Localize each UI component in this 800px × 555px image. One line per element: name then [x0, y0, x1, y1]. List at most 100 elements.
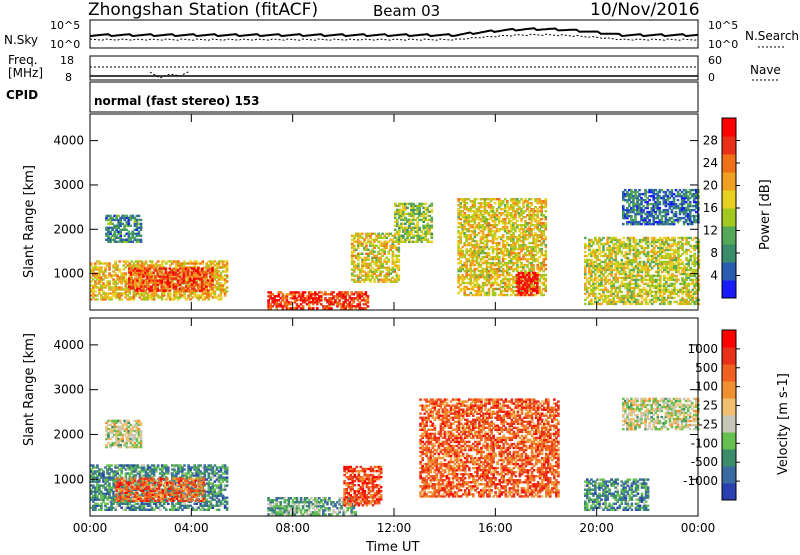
heatmap-cell: [361, 233, 364, 235]
cpid-panel-frame: [90, 82, 698, 112]
heatmap-cell: [584, 303, 587, 305]
heatmap-cell: [151, 260, 154, 262]
heatmap-cell: [94, 290, 97, 292]
heatmap-cell: [693, 253, 696, 255]
heatmap-cell: [506, 226, 509, 228]
heatmap-cell: [140, 223, 143, 225]
heatmap-cell: [120, 298, 123, 300]
heatmap-cell: [381, 271, 384, 273]
heatmap-cell: [673, 297, 676, 299]
heatmap-cell: [476, 198, 479, 200]
heatmap-cell: [639, 257, 642, 259]
heatmap-cell: [532, 264, 535, 266]
heatmap-cell: [424, 203, 427, 205]
heatmap-cell: [431, 225, 434, 227]
heatmap-cell: [673, 237, 676, 239]
heatmap-cell: [506, 200, 509, 202]
heatmap-cell: [118, 268, 121, 270]
heatmap-cell: [130, 225, 133, 227]
heatmap-cell: [353, 245, 356, 247]
heatmap-cell: [689, 251, 692, 253]
heatmap-cell: [108, 280, 111, 282]
heatmap-cell: [545, 250, 548, 252]
heatmap-cell: [398, 247, 401, 249]
heatmap-cell: [465, 202, 468, 204]
heatmap-cell: [530, 198, 533, 200]
heatmap-cell: [459, 260, 462, 262]
heatmap-cell: [431, 203, 434, 205]
heatmap-cell: [675, 275, 678, 277]
heatmap-cell: [516, 220, 519, 222]
heatmap-cell: [506, 294, 509, 296]
heatmap-cell: [211, 287, 214, 289]
heatmap-cell: [290, 301, 293, 303]
heatmap-cell: [545, 210, 548, 212]
power-heatmap-cells: [90, 189, 700, 310]
heatmap-cell: [625, 271, 628, 273]
heatmap-cell: [96, 298, 99, 300]
heatmap-cell: [545, 274, 548, 276]
heatmap-cell: [398, 275, 401, 277]
heatmap-cell: [621, 259, 624, 261]
heatmap-cell: [418, 227, 421, 229]
heatmap-cell: [492, 206, 495, 208]
heatmap-cell: [173, 267, 176, 269]
heatmap-cell: [357, 263, 360, 265]
heatmap-cell: [169, 292, 172, 294]
heatmap-cell: [367, 295, 370, 297]
heatmap-cell: [332, 291, 335, 293]
heatmap-cell: [594, 293, 597, 295]
heatmap-cell: [148, 267, 151, 269]
heatmap-cell: [226, 274, 229, 276]
heatmap-cell: [590, 299, 593, 301]
heatmap-cell: [431, 241, 434, 243]
heatmap-cell: [169, 289, 172, 291]
heatmap-cell: [545, 268, 548, 270]
heatmap-cell: [637, 299, 640, 301]
heatmap-cell: [392, 251, 395, 253]
heatmap-cell: [635, 239, 638, 241]
heatmap-cell: [545, 198, 548, 200]
heatmap-cell: [502, 234, 505, 236]
heatmap-cell: [116, 264, 119, 266]
heatmap-cell: [545, 264, 548, 266]
heatmap-cell: [226, 260, 229, 262]
heatmap-cell: [494, 202, 497, 204]
heatmap-cell: [677, 295, 680, 297]
heatmap-cell: [202, 260, 205, 262]
heatmap-cell: [639, 285, 642, 287]
heatmap-cell: [498, 256, 501, 258]
heatmap-cell: [367, 305, 370, 307]
heatmap-cell: [431, 209, 434, 211]
freq-dip-trace: [150, 71, 190, 78]
heatmap-cell: [330, 307, 333, 309]
heatmap-cell: [304, 291, 307, 293]
heatmap-cell: [398, 265, 401, 267]
heatmap-cell: [100, 266, 103, 268]
heatmap-cell: [530, 202, 533, 204]
heatmap-cell: [584, 251, 587, 253]
heatmap-cell: [504, 258, 507, 260]
heatmap-cell: [187, 267, 190, 269]
heatmap-cell: [677, 279, 680, 281]
heatmap-cell: [602, 237, 605, 239]
heatmap-cell: [365, 291, 368, 293]
heatmap-cell: [205, 273, 208, 275]
heatmap-cell: [361, 253, 364, 255]
heatmap-cell: [125, 272, 128, 274]
heatmap-cell: [621, 291, 624, 293]
heatmap-cell: [138, 215, 141, 217]
heatmap-cell: [545, 236, 548, 238]
heatmap-cell: [659, 275, 662, 277]
heatmap-cell: [545, 244, 548, 246]
heatmap-cell: [545, 216, 548, 218]
heatmap-cell: [545, 278, 548, 280]
heatmap-cell: [536, 274, 539, 276]
heatmap-cell: [353, 261, 356, 263]
heatmap-cell: [140, 219, 143, 221]
heatmap-cell: [681, 261, 684, 263]
heatmap-cell: [316, 307, 319, 309]
heatmap-cell: [108, 262, 111, 264]
heatmap-cell: [398, 259, 401, 261]
